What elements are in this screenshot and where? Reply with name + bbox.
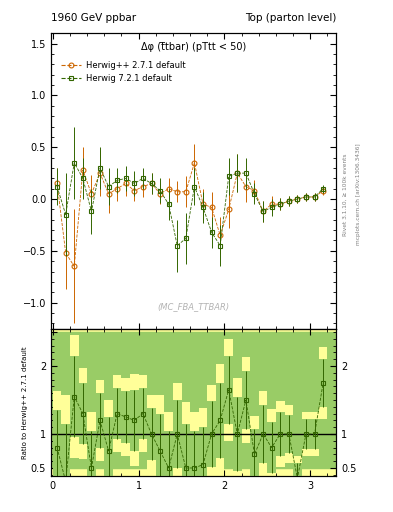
Bar — [53, 392, 61, 476]
Bar — [96, 393, 104, 447]
Bar — [51, 332, 336, 468]
Bar — [302, 412, 310, 456]
Bar — [285, 406, 293, 462]
Bar — [319, 347, 327, 419]
Bar — [190, 431, 199, 476]
Bar — [182, 424, 190, 476]
Bar — [242, 371, 250, 429]
Bar — [250, 429, 259, 476]
Bar — [104, 417, 113, 476]
Text: Δφ (t̅tbar) (pTtt < 50): Δφ (t̅tbar) (pTtt < 50) — [141, 42, 246, 52]
Bar — [87, 412, 96, 476]
Bar — [96, 379, 104, 461]
Bar — [164, 412, 173, 476]
Bar — [61, 395, 70, 476]
Bar — [113, 388, 121, 439]
Bar — [130, 390, 139, 451]
Bar — [164, 431, 173, 476]
Bar — [147, 395, 156, 473]
Bar — [199, 409, 207, 476]
Bar — [259, 406, 267, 462]
Bar — [310, 419, 319, 449]
Bar — [156, 414, 164, 476]
Y-axis label: Ratio to Herwig++ 2.7.1 default: Ratio to Herwig++ 2.7.1 default — [22, 346, 28, 459]
Text: 1960 GeV ppbar: 1960 GeV ppbar — [51, 13, 136, 23]
Bar — [121, 378, 130, 456]
Bar — [113, 375, 121, 452]
Text: mcplots.cern.ch [arXiv:1306.3436]: mcplots.cern.ch [arXiv:1306.3436] — [356, 144, 361, 245]
Bar — [224, 339, 233, 441]
Text: Top (parton level): Top (parton level) — [244, 13, 336, 23]
Bar — [104, 400, 113, 476]
Bar — [233, 397, 242, 472]
Bar — [216, 383, 224, 458]
Bar — [87, 431, 96, 476]
Bar — [130, 374, 139, 466]
Bar — [139, 388, 147, 439]
Bar — [259, 391, 267, 476]
Bar — [267, 422, 276, 474]
Bar — [310, 412, 319, 456]
Bar — [199, 427, 207, 476]
Bar — [182, 402, 190, 476]
Bar — [61, 424, 70, 476]
Bar — [285, 415, 293, 453]
Bar — [207, 401, 216, 466]
Bar — [53, 410, 61, 476]
Bar — [147, 408, 156, 460]
Bar — [70, 335, 79, 458]
Bar — [250, 416, 259, 476]
Bar — [156, 395, 164, 476]
Bar — [242, 357, 250, 443]
Bar — [224, 356, 233, 424]
Bar — [216, 364, 224, 476]
Bar — [79, 368, 87, 459]
Bar — [79, 383, 87, 444]
Bar — [70, 356, 79, 437]
Bar — [293, 456, 302, 476]
Bar — [319, 359, 327, 407]
Bar — [267, 409, 276, 476]
Text: Rivet 3.1.10, ≥ 100k events: Rivet 3.1.10, ≥ 100k events — [343, 153, 348, 236]
Bar — [293, 463, 302, 476]
Bar — [173, 400, 182, 468]
Legend: Herwig++ 2.7.1 default, Herwig 7.2.1 default: Herwig++ 2.7.1 default, Herwig 7.2.1 def… — [58, 58, 188, 86]
Bar — [276, 401, 285, 466]
Text: (MC_FBA_TTBAR): (MC_FBA_TTBAR) — [158, 302, 230, 311]
Bar — [233, 378, 242, 476]
Bar — [139, 375, 147, 452]
Bar — [207, 385, 216, 476]
Bar — [121, 391, 130, 443]
Bar — [302, 419, 310, 449]
Bar — [276, 412, 285, 456]
Bar — [190, 412, 199, 476]
Bar — [173, 383, 182, 476]
